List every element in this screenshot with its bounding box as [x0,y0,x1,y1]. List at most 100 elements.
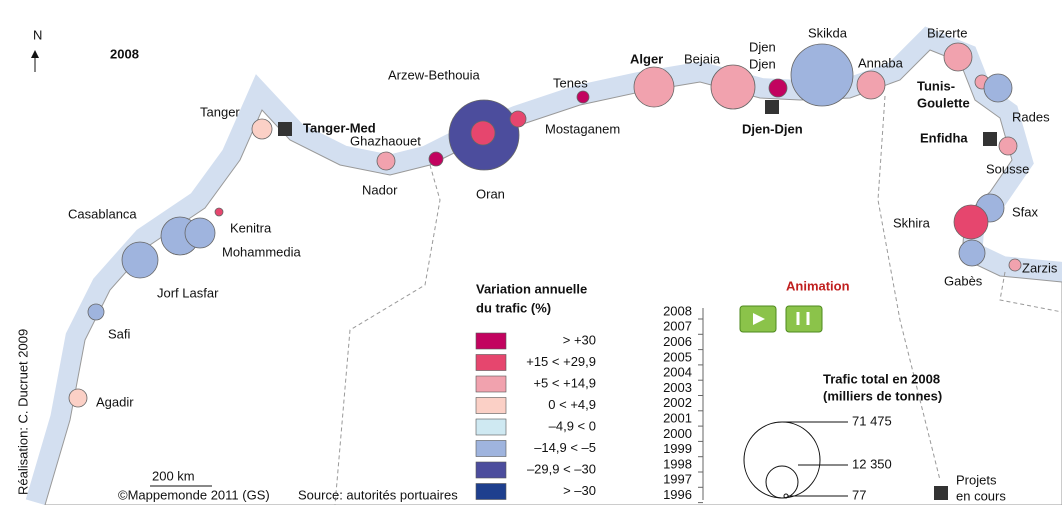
border [334,95,1062,505]
port-circle [943,42,973,72]
legend-swatch [475,483,507,500]
port-label: Djen [749,56,776,71]
port-label: Agadir [96,394,134,409]
port-label: Mostaganem [545,121,620,136]
scale-label: 200 km [152,468,195,483]
project-square [934,486,948,500]
port-label: Ghazhaouet [350,133,421,148]
map-title: 2008 [110,46,139,61]
year-label: 2008 [663,303,692,318]
port-label: Bizerte [927,25,967,40]
port-label: Skikda [808,25,848,40]
legend-swatch [475,418,507,436]
land [44,49,1062,505]
year-label: 1999 [663,441,692,456]
port-label: Mohammedia [222,244,302,259]
legend-title: Variation annuelle [476,281,587,296]
pause-button[interactable] [785,305,823,333]
port-circle [633,66,675,108]
port-label: Djen [749,39,776,54]
port-label: Goulette [917,95,970,110]
year-label: 2007 [663,319,692,334]
port-label: Casablanca [68,206,137,221]
legend-swatch [475,440,507,457]
new-port-square [278,122,292,136]
port-label: Zarzis [1022,260,1058,275]
port-label: Jorf Lasfar [157,285,219,300]
new-port-label: Djen-Djen [742,121,803,136]
port-circle [121,241,159,279]
legend-title: du trafic (%) [476,300,551,315]
size-circle [765,465,799,499]
new-port-label: Enfidha [920,130,968,145]
port-label: Tanger [200,104,240,119]
year-label: 1997 [663,472,692,487]
port-circle [576,90,590,104]
north-label: N [33,27,42,42]
port-label: Alger [630,51,663,66]
copyright: ©Mappemonde 2011 (GS) [118,487,270,502]
port-circle [376,151,396,171]
port-circle [768,78,788,98]
port-circle [958,239,986,267]
play-icon [753,313,765,325]
port-circle [983,73,1013,103]
port-circle [1008,258,1022,272]
port-circle [470,120,496,146]
port-label: Nador [362,182,398,197]
size-label: 71 475 [852,413,892,428]
legend-swatch [475,375,507,393]
year-label: 2002 [663,395,692,410]
size-leader [782,421,848,497]
port-circle [953,204,989,240]
legend-label: > –30 [563,483,596,498]
port-label: Oran [476,186,505,201]
new-port-square [983,132,997,146]
pause-icon [796,312,810,325]
port-circle [509,110,527,128]
legend-label: –4,9 < 0 [549,418,596,433]
year-label: 1996 [663,487,692,502]
size-label: 77 [852,487,866,502]
legend-swatch [475,461,507,479]
year-label: 2005 [663,349,692,364]
port-label: Sfax [1012,204,1039,219]
port-circle [856,70,886,100]
new-port-square [765,100,779,114]
year-label: 2001 [663,411,692,426]
legend-swatch [475,397,507,414]
port-label: Safi [108,326,131,341]
year-label: 2006 [663,334,692,349]
north-arrow-head [31,50,39,58]
port-label: Sousse [986,161,1029,176]
author-credit: Réalisation: C. Ducruet 2009 [15,329,30,495]
size-label: 12 350 [852,456,892,471]
projects-label: Projets [956,472,997,487]
year-label: 2000 [663,426,692,441]
size-legend-title: Trafic total en 2008 [823,371,940,386]
port-circle [998,136,1018,156]
port-label: Bejaia [684,51,721,66]
port-label: Tenes [553,75,588,90]
port-circle [710,64,756,110]
port-label: Gabès [944,273,983,288]
port-circle [68,388,88,408]
legend-label: 0 < +4,9 [548,397,596,412]
legend-label: –29,9 < –30 [527,461,596,476]
source: Source: autorités portuaires [298,487,458,502]
legend-label: +15 < +29,9 [526,354,596,369]
port-circle [251,118,273,140]
year-label: 2004 [663,365,692,380]
legend-swatch [475,332,507,350]
port-label: Skhira [893,215,931,230]
new-port-label: Tanger-Med [303,120,376,135]
port-label: Arzew-Bethouia [388,67,481,82]
port-circle [87,303,105,321]
year-label: 2003 [663,380,692,395]
port-circle [214,207,224,217]
port-label: Annaba [858,55,904,70]
port-circle [184,217,216,249]
legend-label: –14,9 < –5 [534,440,596,455]
port-circle [428,151,444,167]
